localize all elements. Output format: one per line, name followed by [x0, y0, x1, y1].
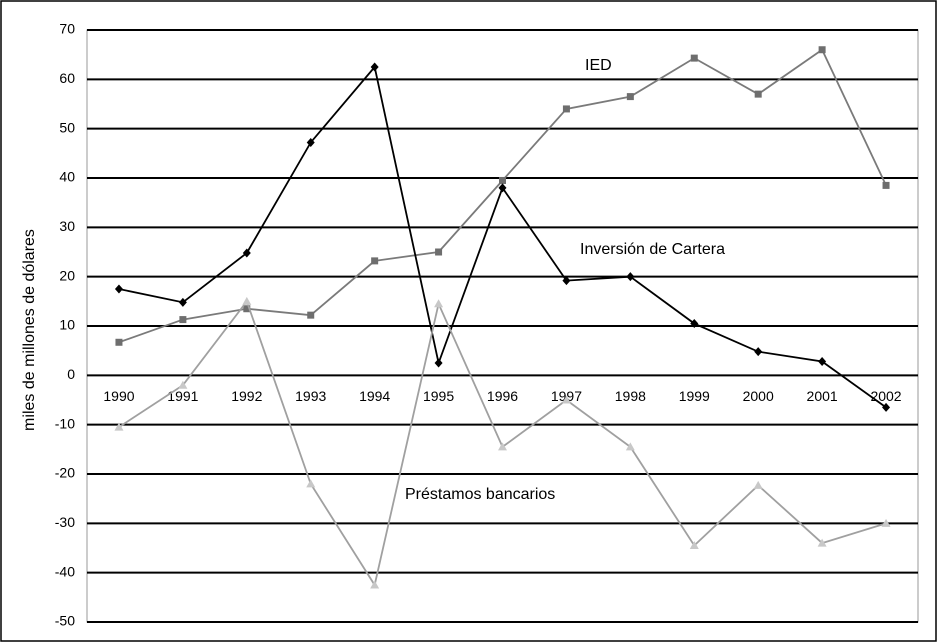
marker: [178, 297, 187, 307]
x-tick-label: 1991: [167, 388, 198, 404]
y-tick-label: -30: [55, 514, 75, 530]
marker: [626, 93, 634, 101]
x-tick-label: 1993: [295, 388, 326, 404]
y-tick-label: 50: [59, 119, 75, 135]
marker: [689, 541, 699, 550]
x-tick-label: 1998: [615, 388, 646, 404]
y-tick-label: 0: [67, 366, 75, 382]
marker: [882, 402, 891, 412]
marker: [435, 248, 443, 256]
marker: [690, 54, 698, 62]
x-tick-label: 1994: [359, 388, 390, 404]
x-tick-label: 1995: [423, 388, 454, 404]
marker: [434, 358, 443, 368]
series-label: Inversión de Cartera: [580, 241, 725, 258]
marker: [690, 319, 699, 329]
marker: [306, 479, 316, 488]
y-tick-label: -20: [55, 465, 75, 481]
x-tick-label: 1996: [487, 388, 518, 404]
series-label: IED: [585, 57, 612, 74]
marker: [818, 46, 826, 54]
marker: [179, 316, 187, 324]
x-tick-label: 1999: [679, 388, 710, 404]
marker: [114, 284, 123, 294]
y-axis-label: miles de millones de dólares: [21, 229, 38, 431]
marker: [882, 181, 890, 189]
marker: [818, 357, 827, 367]
y-tick-label: 60: [59, 70, 75, 86]
marker: [753, 480, 763, 489]
x-tick-label: 2001: [807, 388, 838, 404]
marker: [306, 137, 315, 147]
marker: [434, 299, 444, 308]
marker: [114, 422, 124, 431]
x-tick-label: 1992: [231, 388, 262, 404]
marker: [115, 338, 123, 346]
y-tick-label: -40: [55, 563, 75, 579]
marker: [626, 272, 635, 282]
marker: [242, 296, 252, 305]
y-tick-label: 10: [59, 317, 75, 333]
marker: [561, 395, 571, 404]
y-tick-label: 70: [59, 21, 75, 37]
marker: [371, 257, 379, 265]
marker: [370, 62, 379, 72]
y-tick-label: -50: [55, 613, 75, 629]
marker: [243, 305, 251, 313]
marker: [370, 580, 380, 589]
marker: [881, 518, 891, 527]
marker: [307, 311, 315, 319]
series-label: Préstamos bancarios: [405, 486, 555, 503]
y-tick-label: 40: [59, 169, 75, 185]
x-tick-label: 2002: [870, 388, 901, 404]
marker: [178, 380, 188, 389]
marker: [817, 538, 827, 547]
marker: [754, 347, 763, 357]
y-tick-label: 20: [59, 267, 75, 283]
marker: [562, 105, 570, 113]
marker: [498, 183, 507, 193]
marker: [242, 248, 251, 258]
x-tick-label: 2000: [743, 388, 774, 404]
marker: [562, 276, 571, 286]
marker: [625, 442, 635, 451]
y-tick-label: 30: [59, 218, 75, 234]
x-tick-label: 1990: [103, 388, 134, 404]
marker: [499, 176, 506, 184]
marker: [754, 90, 762, 98]
y-tick-label: -10: [55, 415, 75, 431]
marker: [498, 442, 507, 451]
